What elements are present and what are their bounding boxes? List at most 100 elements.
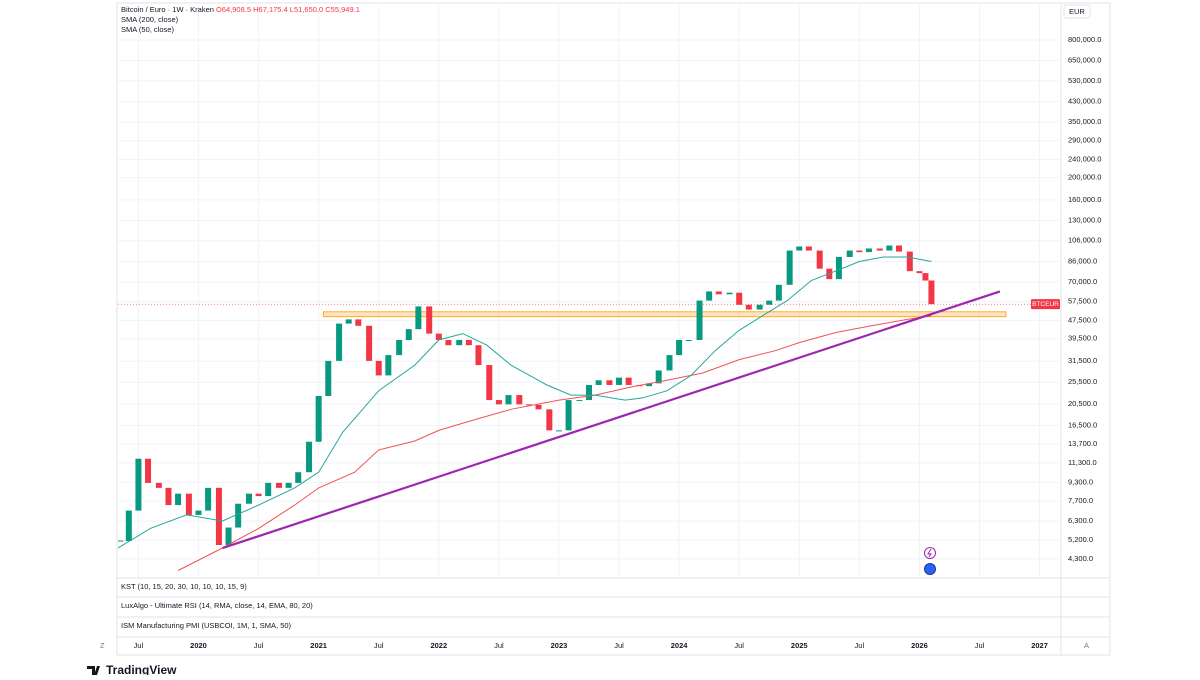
- axis-edge-label[interactable]: A: [1084, 641, 1089, 650]
- candle: [435, 333, 442, 341]
- candle: [245, 493, 252, 504]
- candle: [415, 306, 422, 330]
- x-tick-label: 2027: [1031, 641, 1048, 650]
- candle: [906, 251, 913, 272]
- y-tick-label: 47,500.0: [1068, 315, 1097, 324]
- grid: [118, 5, 1060, 578]
- brand-logo: [87, 666, 100, 675]
- x-tick-label: 2024: [671, 641, 689, 650]
- candle: [565, 400, 572, 431]
- legend-entry: SMA (50, close): [121, 25, 174, 34]
- candle: [928, 280, 935, 305]
- candle: [276, 482, 283, 488]
- candle: [165, 487, 172, 506]
- candle: [715, 291, 722, 295]
- candle: [345, 319, 352, 324]
- currency[interactable]: EUR: [1069, 7, 1085, 16]
- candle: [805, 246, 812, 251]
- y-tick-label: 350,000.0: [1068, 117, 1101, 126]
- candle: [685, 340, 692, 342]
- candle: [625, 377, 632, 385]
- candle: [895, 245, 902, 252]
- candle: [125, 510, 132, 542]
- y-tick-label: 650,000.0: [1068, 56, 1101, 65]
- candle: [726, 292, 733, 295]
- x-tick-label: Jul: [855, 641, 865, 650]
- legend-entry: SMA (200, close): [121, 15, 179, 24]
- candle: [135, 458, 142, 511]
- candle: [606, 380, 613, 385]
- support-zone: [323, 311, 1007, 318]
- candle: [195, 510, 202, 515]
- event-icon[interactable]: [924, 563, 936, 575]
- brand: TradingView: [106, 663, 177, 675]
- candle: [185, 493, 192, 515]
- candle: [285, 482, 292, 488]
- candle: [175, 493, 182, 506]
- x-tick-label: 2023: [551, 641, 568, 650]
- x-tick-label: Jul: [975, 641, 985, 650]
- candle: [325, 360, 332, 396]
- candle: [315, 395, 322, 442]
- x-tick-label: Jul: [254, 641, 264, 650]
- y-tick-label: 7,700.0: [1068, 496, 1093, 505]
- ohlc: O64,908.5 H67,175.4 L51,650.0 C55,949.1: [216, 5, 360, 14]
- indicator-label: ISM Manufacturing PMI (USBCOI, 1M, 1, SM…: [121, 621, 292, 630]
- x-tick-label: 2025: [791, 641, 808, 650]
- candle: [366, 325, 373, 361]
- candle: [655, 370, 662, 384]
- y-tick-label: 20,500.0: [1068, 399, 1097, 408]
- candle: [265, 482, 272, 497]
- candle: [405, 329, 412, 341]
- x-tick-label: Jul: [134, 641, 144, 650]
- axis-edge-label[interactable]: Z: [100, 641, 105, 650]
- candle: [816, 250, 823, 269]
- candle: [546, 409, 553, 431]
- candle: [355, 319, 362, 326]
- candle: [846, 250, 853, 257]
- y-tick-label: 70,000.0: [1068, 277, 1097, 286]
- plot-area: [118, 245, 1007, 571]
- y-tick-label: 57,500.0: [1068, 296, 1097, 305]
- currency-box[interactable]: [1063, 4, 1091, 19]
- candle: [796, 246, 803, 251]
- y-tick-label: 240,000.0: [1068, 155, 1101, 164]
- candle: [456, 340, 463, 346]
- symbol-label-box: [1031, 299, 1060, 310]
- candle: [118, 540, 124, 542]
- candle: [295, 472, 302, 483]
- candle: [426, 306, 433, 334]
- event-icon[interactable]: [924, 547, 936, 559]
- x-tick-label: 2022: [430, 641, 447, 650]
- candle: [255, 493, 262, 497]
- indicator-label: LuxAlgo - Ultimate RSI (14, RMA, close, …: [121, 601, 313, 610]
- x-tick-label: Jul: [614, 641, 624, 650]
- candle: [516, 395, 523, 405]
- candle: [595, 380, 602, 385]
- candle: [586, 384, 592, 401]
- candle: [225, 527, 232, 545]
- candle: [205, 487, 212, 511]
- symbol-label: BTCEUR: [1032, 301, 1059, 308]
- candle: [215, 487, 222, 545]
- candle: [465, 340, 472, 346]
- candle: [886, 245, 893, 251]
- candle: [756, 304, 763, 310]
- candle: [145, 458, 152, 483]
- candle: [646, 383, 653, 387]
- candle: [535, 404, 542, 410]
- sma-line: [177, 315, 932, 571]
- y-tick-label: 9,300.0: [1068, 477, 1093, 486]
- candle: [766, 300, 773, 305]
- y-tick-label: 5,200.0: [1068, 535, 1093, 544]
- y-tick-label: 13,700.0: [1068, 439, 1097, 448]
- event-icon-glyph: [927, 548, 932, 558]
- candle: [922, 273, 929, 281]
- y-tick-label: 430,000.0: [1068, 97, 1101, 106]
- candle: [525, 404, 532, 406]
- y-tick-label: 86,000.0: [1068, 256, 1097, 265]
- candle: [775, 284, 782, 301]
- y-tick-label: 16,500.0: [1068, 420, 1097, 429]
- candle: [666, 355, 673, 371]
